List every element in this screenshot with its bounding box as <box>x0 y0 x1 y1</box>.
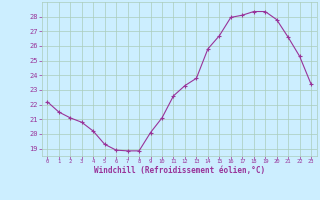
X-axis label: Windchill (Refroidissement éolien,°C): Windchill (Refroidissement éolien,°C) <box>94 166 265 175</box>
